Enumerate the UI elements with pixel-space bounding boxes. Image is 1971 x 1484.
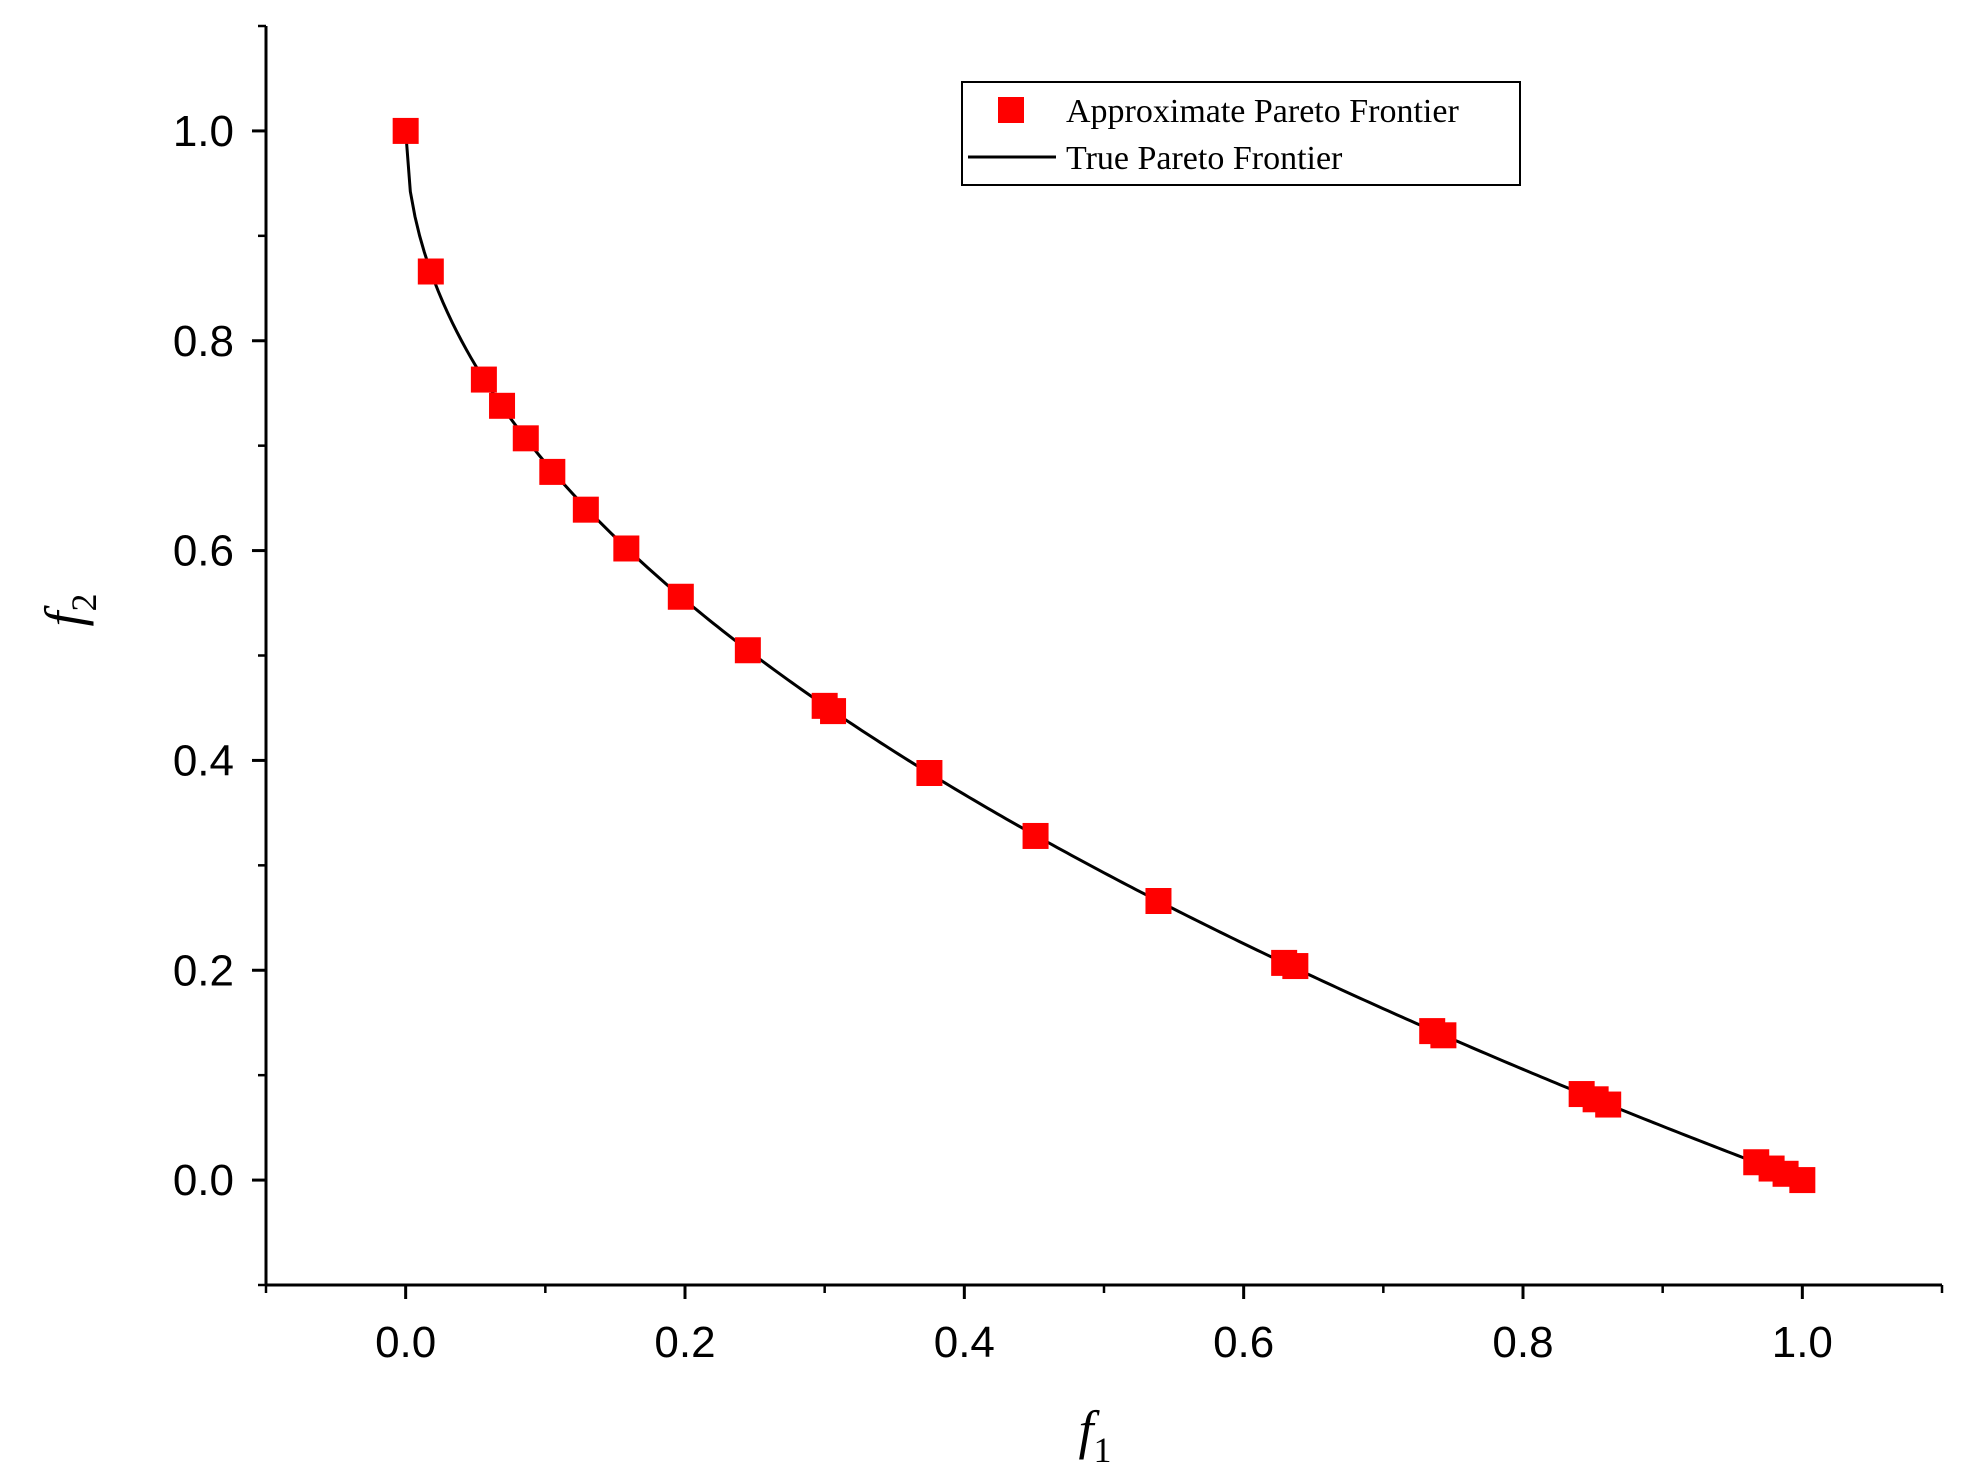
approx-point bbox=[1145, 888, 1172, 915]
approx-point bbox=[1022, 822, 1049, 849]
x-axis-title: f1 bbox=[1078, 1400, 1111, 1470]
approx-point bbox=[613, 535, 640, 562]
y-tick-label: 0.4 bbox=[173, 736, 234, 785]
x-tick-label: 0.0 bbox=[375, 1318, 436, 1367]
y-tick-label: 0.0 bbox=[173, 1156, 234, 1205]
legend-marker-approx bbox=[998, 97, 1024, 123]
legend-box bbox=[961, 81, 1521, 186]
approx-point bbox=[1595, 1091, 1622, 1118]
approx-point bbox=[734, 637, 761, 664]
legend: Approximate Pareto Frontier True Pareto … bbox=[961, 81, 1521, 186]
approx-point bbox=[539, 458, 566, 485]
y-tick-label: 0.2 bbox=[173, 946, 234, 995]
y-axis-title-subscript: 2 bbox=[64, 593, 104, 611]
approx-point bbox=[470, 366, 497, 393]
y-tick-label: 0.6 bbox=[173, 527, 234, 576]
x-tick-label: 0.2 bbox=[654, 1318, 715, 1367]
approx-point bbox=[916, 760, 943, 787]
approx-point bbox=[667, 583, 694, 610]
true-pareto-frontier-line bbox=[404, 130, 1803, 1182]
y-tick-label: 0.8 bbox=[173, 317, 234, 366]
approx-point bbox=[392, 117, 419, 144]
x-tick-label: 0.4 bbox=[934, 1318, 995, 1367]
approx-point bbox=[489, 392, 516, 419]
legend-label-approx: Approximate Pareto Frontier bbox=[1066, 93, 1459, 130]
x-axis-title-subscript: 1 bbox=[1094, 1430, 1112, 1470]
x-tick-label: 0.8 bbox=[1492, 1318, 1553, 1367]
approximate-pareto-frontier-layer bbox=[392, 117, 1816, 1194]
approx-point bbox=[1430, 1022, 1457, 1049]
approx-point bbox=[1282, 953, 1309, 980]
tick-labels: 0.0 0.2 0.4 0.6 0.8 1.0 0.0 0.2 0.4 0.6 0.8 1.0 bbox=[173, 107, 1833, 1367]
approx-point bbox=[572, 496, 599, 523]
approx-point bbox=[820, 698, 847, 725]
x-tick-label: 0.6 bbox=[1213, 1318, 1274, 1367]
approx-point bbox=[512, 425, 539, 452]
true-pareto-frontier-layer bbox=[404, 130, 1803, 1182]
approx-point bbox=[417, 258, 444, 285]
y-axis-title: f2 bbox=[34, 593, 104, 626]
axes bbox=[252, 24, 1944, 1299]
x-tick-label: 1.0 bbox=[1772, 1318, 1833, 1367]
legend-label-true: True Pareto Frontier bbox=[1066, 140, 1343, 177]
approx-point bbox=[1789, 1167, 1816, 1194]
y-tick-label: 1.0 bbox=[173, 107, 234, 156]
